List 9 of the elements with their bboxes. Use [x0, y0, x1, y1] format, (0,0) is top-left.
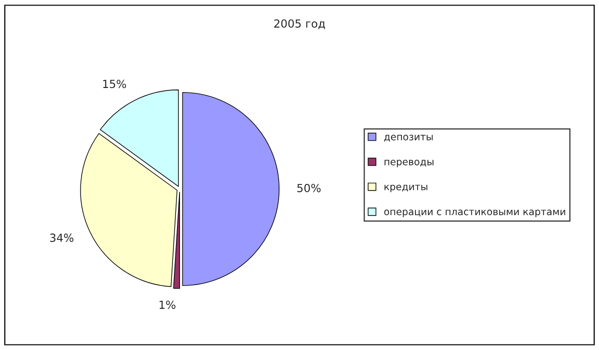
data-label: 15% — [103, 80, 126, 88]
legend-label: переводы — [384, 160, 434, 168]
chart-title: 2005 год — [274, 19, 325, 30]
legend-label: депозиты — [384, 134, 433, 142]
legend-label: кредиты — [384, 184, 428, 192]
legend-label: операции с пластиковыми картами — [384, 210, 566, 218]
data-label: 50% — [297, 184, 321, 192]
data-label: 34% — [50, 234, 74, 242]
data-label: 1% — [160, 300, 176, 309]
